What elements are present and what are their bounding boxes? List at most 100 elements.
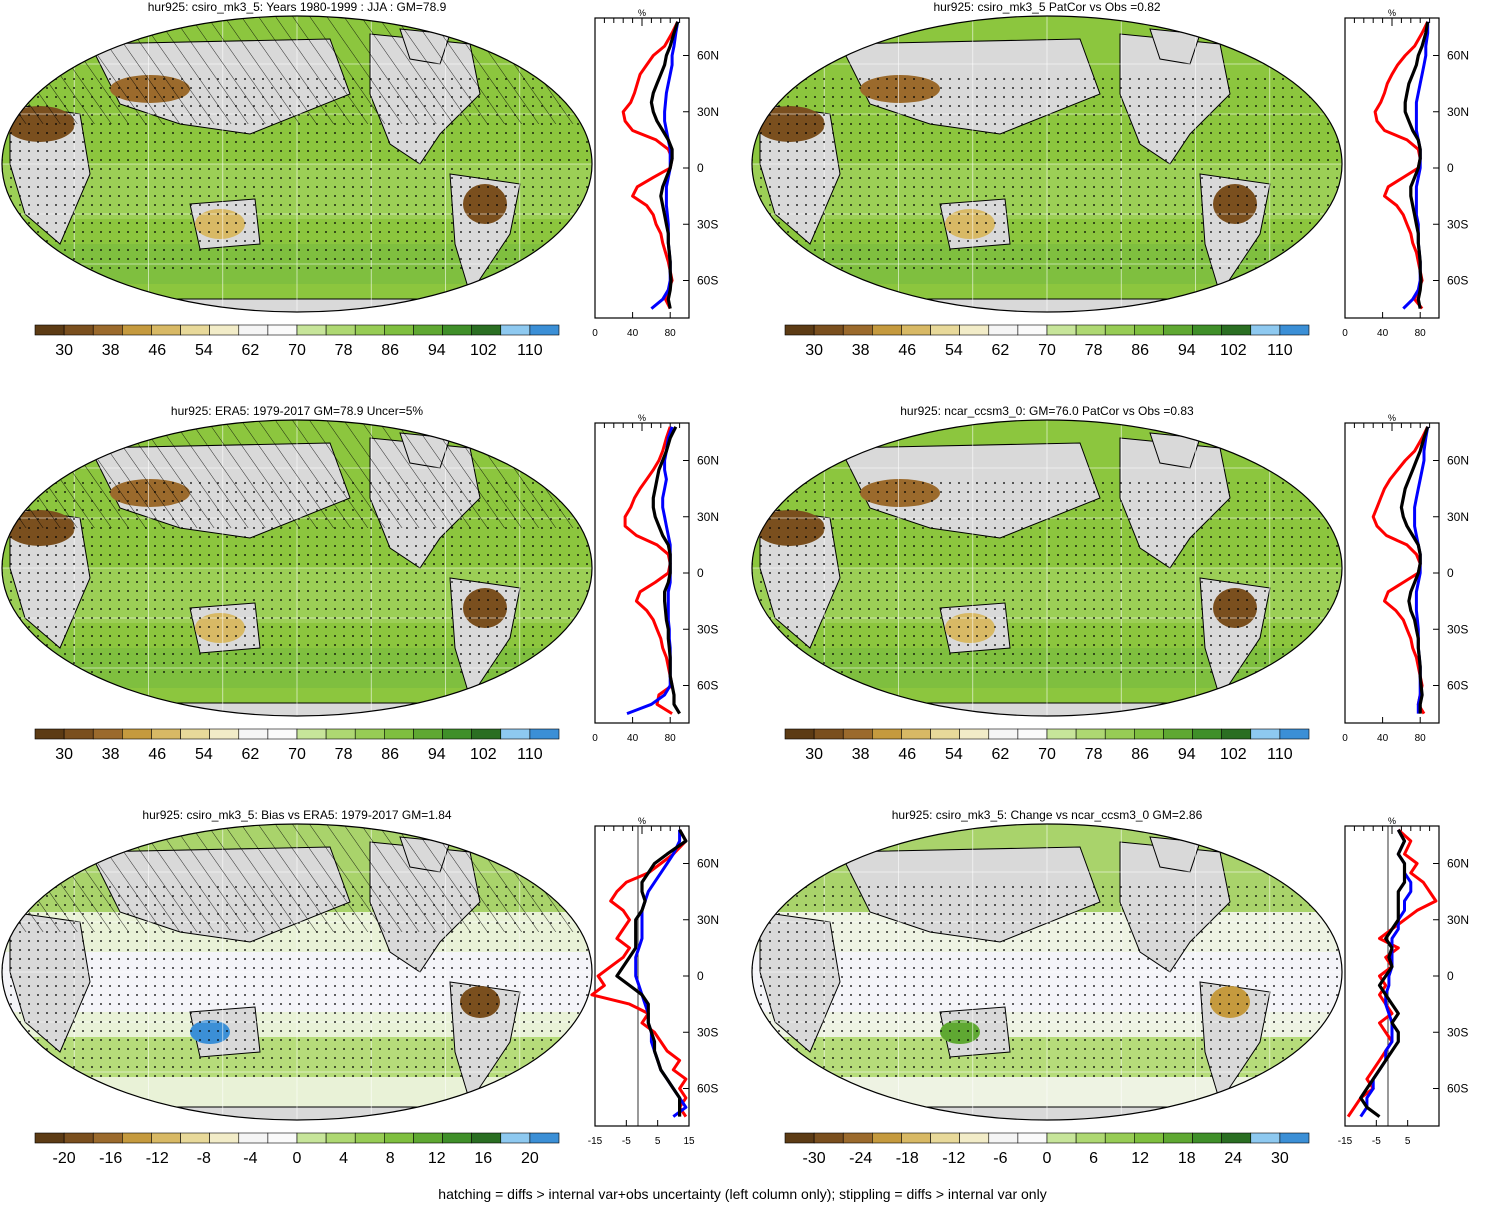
colorbar-tick-label: 62	[992, 342, 1010, 358]
colorbar-tick-label: 8	[386, 1150, 395, 1166]
x-tick-label: 15	[683, 1136, 695, 1147]
colorbar-swatch	[63, 324, 94, 336]
colorbar-tick-label: 70	[1038, 746, 1056, 762]
colorbar-tick-label: 18	[1178, 1150, 1196, 1166]
map-border	[751, 15, 1343, 313]
colorbar-swatch	[813, 324, 844, 336]
profile-frame	[594, 825, 690, 1127]
colorbar-swatch	[784, 728, 815, 740]
lat-tick-label: 60N	[697, 49, 719, 63]
colorbar-tick-label: 30	[805, 746, 823, 762]
zonal-profile: % 60N 30N 0 30S 60S 0 40 80	[592, 8, 719, 339]
colorbar-swatch	[1134, 728, 1164, 740]
map	[751, 823, 1343, 1121]
colorbar-swatch	[180, 728, 210, 740]
colorbar-swatch	[209, 728, 240, 740]
colorbar-swatch	[63, 1132, 94, 1144]
lat-tick-label: 0	[1447, 161, 1454, 175]
colorbar-swatch	[813, 728, 844, 740]
colorbar-swatch	[238, 1132, 269, 1144]
x-tick-label: 0	[1342, 328, 1348, 339]
profile-series-line	[590, 829, 688, 1118]
profile-series-line	[1403, 21, 1430, 309]
profile-unit: %	[1388, 413, 1396, 423]
colorbar-tick-label: 94	[1178, 342, 1196, 358]
colorbar-swatch	[988, 1132, 1019, 1144]
colorbar-swatch	[1163, 324, 1193, 336]
profile-unit: %	[638, 816, 646, 826]
lat-tick-label: 0	[697, 566, 704, 580]
colorbar-swatch	[238, 324, 269, 336]
x-tick-label: 40	[1377, 733, 1389, 744]
x-tick-label: 80	[665, 328, 677, 339]
lat-tick-label: 60S	[1447, 679, 1468, 693]
zonal-profile: % 60N 30N 0 30S 60S 0 40 80	[1342, 8, 1469, 339]
hatching	[2, 16, 592, 124]
colorbar-tick-label: -6	[993, 1150, 1007, 1166]
colorbar-tick-label: 30	[55, 746, 73, 762]
map-border	[751, 823, 1343, 1121]
colorbar: 30 38 46 54 62 70 78 86 94 102 110	[34, 324, 560, 358]
colorbar-swatch	[988, 324, 1019, 336]
panel-1: hur925: csiro_mk3_5: Years 1980-1999 : J…	[0, 0, 740, 390]
colorbar-swatch	[92, 324, 123, 336]
panel-5: hur925: csiro_mk3_5: Bias vs ERA5: 1979-…	[0, 808, 740, 1198]
colorbar-swatch	[529, 324, 560, 336]
colorbar-tick-label: 94	[428, 342, 446, 358]
colorbar-swatch	[1075, 728, 1106, 740]
colorbar-swatch	[325, 1132, 356, 1144]
colorbar-tick-label: 62	[242, 746, 260, 762]
colorbar-tick-label: 54	[195, 746, 213, 762]
x-tick-label: -15	[588, 1136, 603, 1147]
x-tick-label: 80	[1415, 733, 1427, 744]
x-tick-label: 0	[1342, 733, 1348, 744]
colorbar-tick-label: 70	[288, 746, 306, 762]
colorbar-tick-label: 78	[1085, 746, 1103, 762]
colorbar-swatch	[1279, 728, 1310, 740]
colorbar-tick-label: 12	[428, 1150, 446, 1166]
colorbar-swatch	[901, 728, 931, 740]
footnote: hatching = diffs > internal var+obs unce…	[438, 1186, 1047, 1202]
map	[1, 823, 593, 1121]
colorbar-swatch	[930, 728, 960, 740]
colorbar-tick-label: 16	[474, 1150, 492, 1166]
colorbar-tick-label: 38	[102, 342, 120, 358]
colorbar: -20 -16 -12 -8 -4 0 4 8 12 16 20	[34, 1132, 560, 1166]
map-border	[1, 419, 593, 717]
colorbar-swatch	[529, 728, 560, 740]
colorbar-swatch	[122, 1132, 152, 1144]
colorbar-swatch	[180, 324, 210, 336]
zonal-profile: % 60N 30N 0 30S 60S 0 40 80	[1342, 413, 1469, 744]
colorbar-tick-label: -16	[99, 1150, 122, 1166]
lat-tick-label: 0	[1447, 566, 1454, 580]
lat-tick-label: 30N	[697, 105, 719, 119]
x-tick-label: 5	[655, 1136, 661, 1147]
map-title: hur925: ERA5: 1979-2017 GM=78.9 Uncer=5%	[170, 404, 424, 418]
colorbar-swatch	[500, 1132, 531, 1144]
stippling	[752, 478, 1342, 678]
colorbar-swatch	[267, 324, 298, 336]
colorbar-swatch	[1250, 324, 1281, 336]
colorbar-swatch	[413, 324, 443, 336]
colorbar-tick-label: -12	[146, 1150, 169, 1166]
lat-tick-label: 0	[697, 969, 704, 983]
map	[751, 419, 1343, 717]
lat-tick-label: 60N	[1447, 49, 1469, 63]
lat-tick-label: 30S	[1447, 1025, 1468, 1039]
map	[751, 15, 1343, 313]
stippling	[752, 882, 1342, 1082]
panel-6: hur925: csiro_mk3_5: Change vs ncar_ccsm…	[750, 808, 1485, 1198]
colorbar-swatch	[471, 324, 502, 336]
colorbar-tick-label: 46	[148, 746, 166, 762]
x-tick-label: 80	[1415, 328, 1427, 339]
colorbar-swatch	[1075, 1132, 1106, 1144]
colorbar-tick-label: 86	[1131, 342, 1149, 358]
colorbar-tick-label: 54	[945, 342, 963, 358]
colorbar-swatch	[354, 728, 385, 740]
lat-tick-label: 30S	[1447, 217, 1468, 231]
colorbar-swatch	[1250, 728, 1281, 740]
colorbar-swatch	[413, 728, 443, 740]
colorbar-swatch	[354, 324, 385, 336]
lat-tick-label: 60S	[1447, 274, 1468, 288]
colorbar-swatch	[238, 728, 269, 740]
